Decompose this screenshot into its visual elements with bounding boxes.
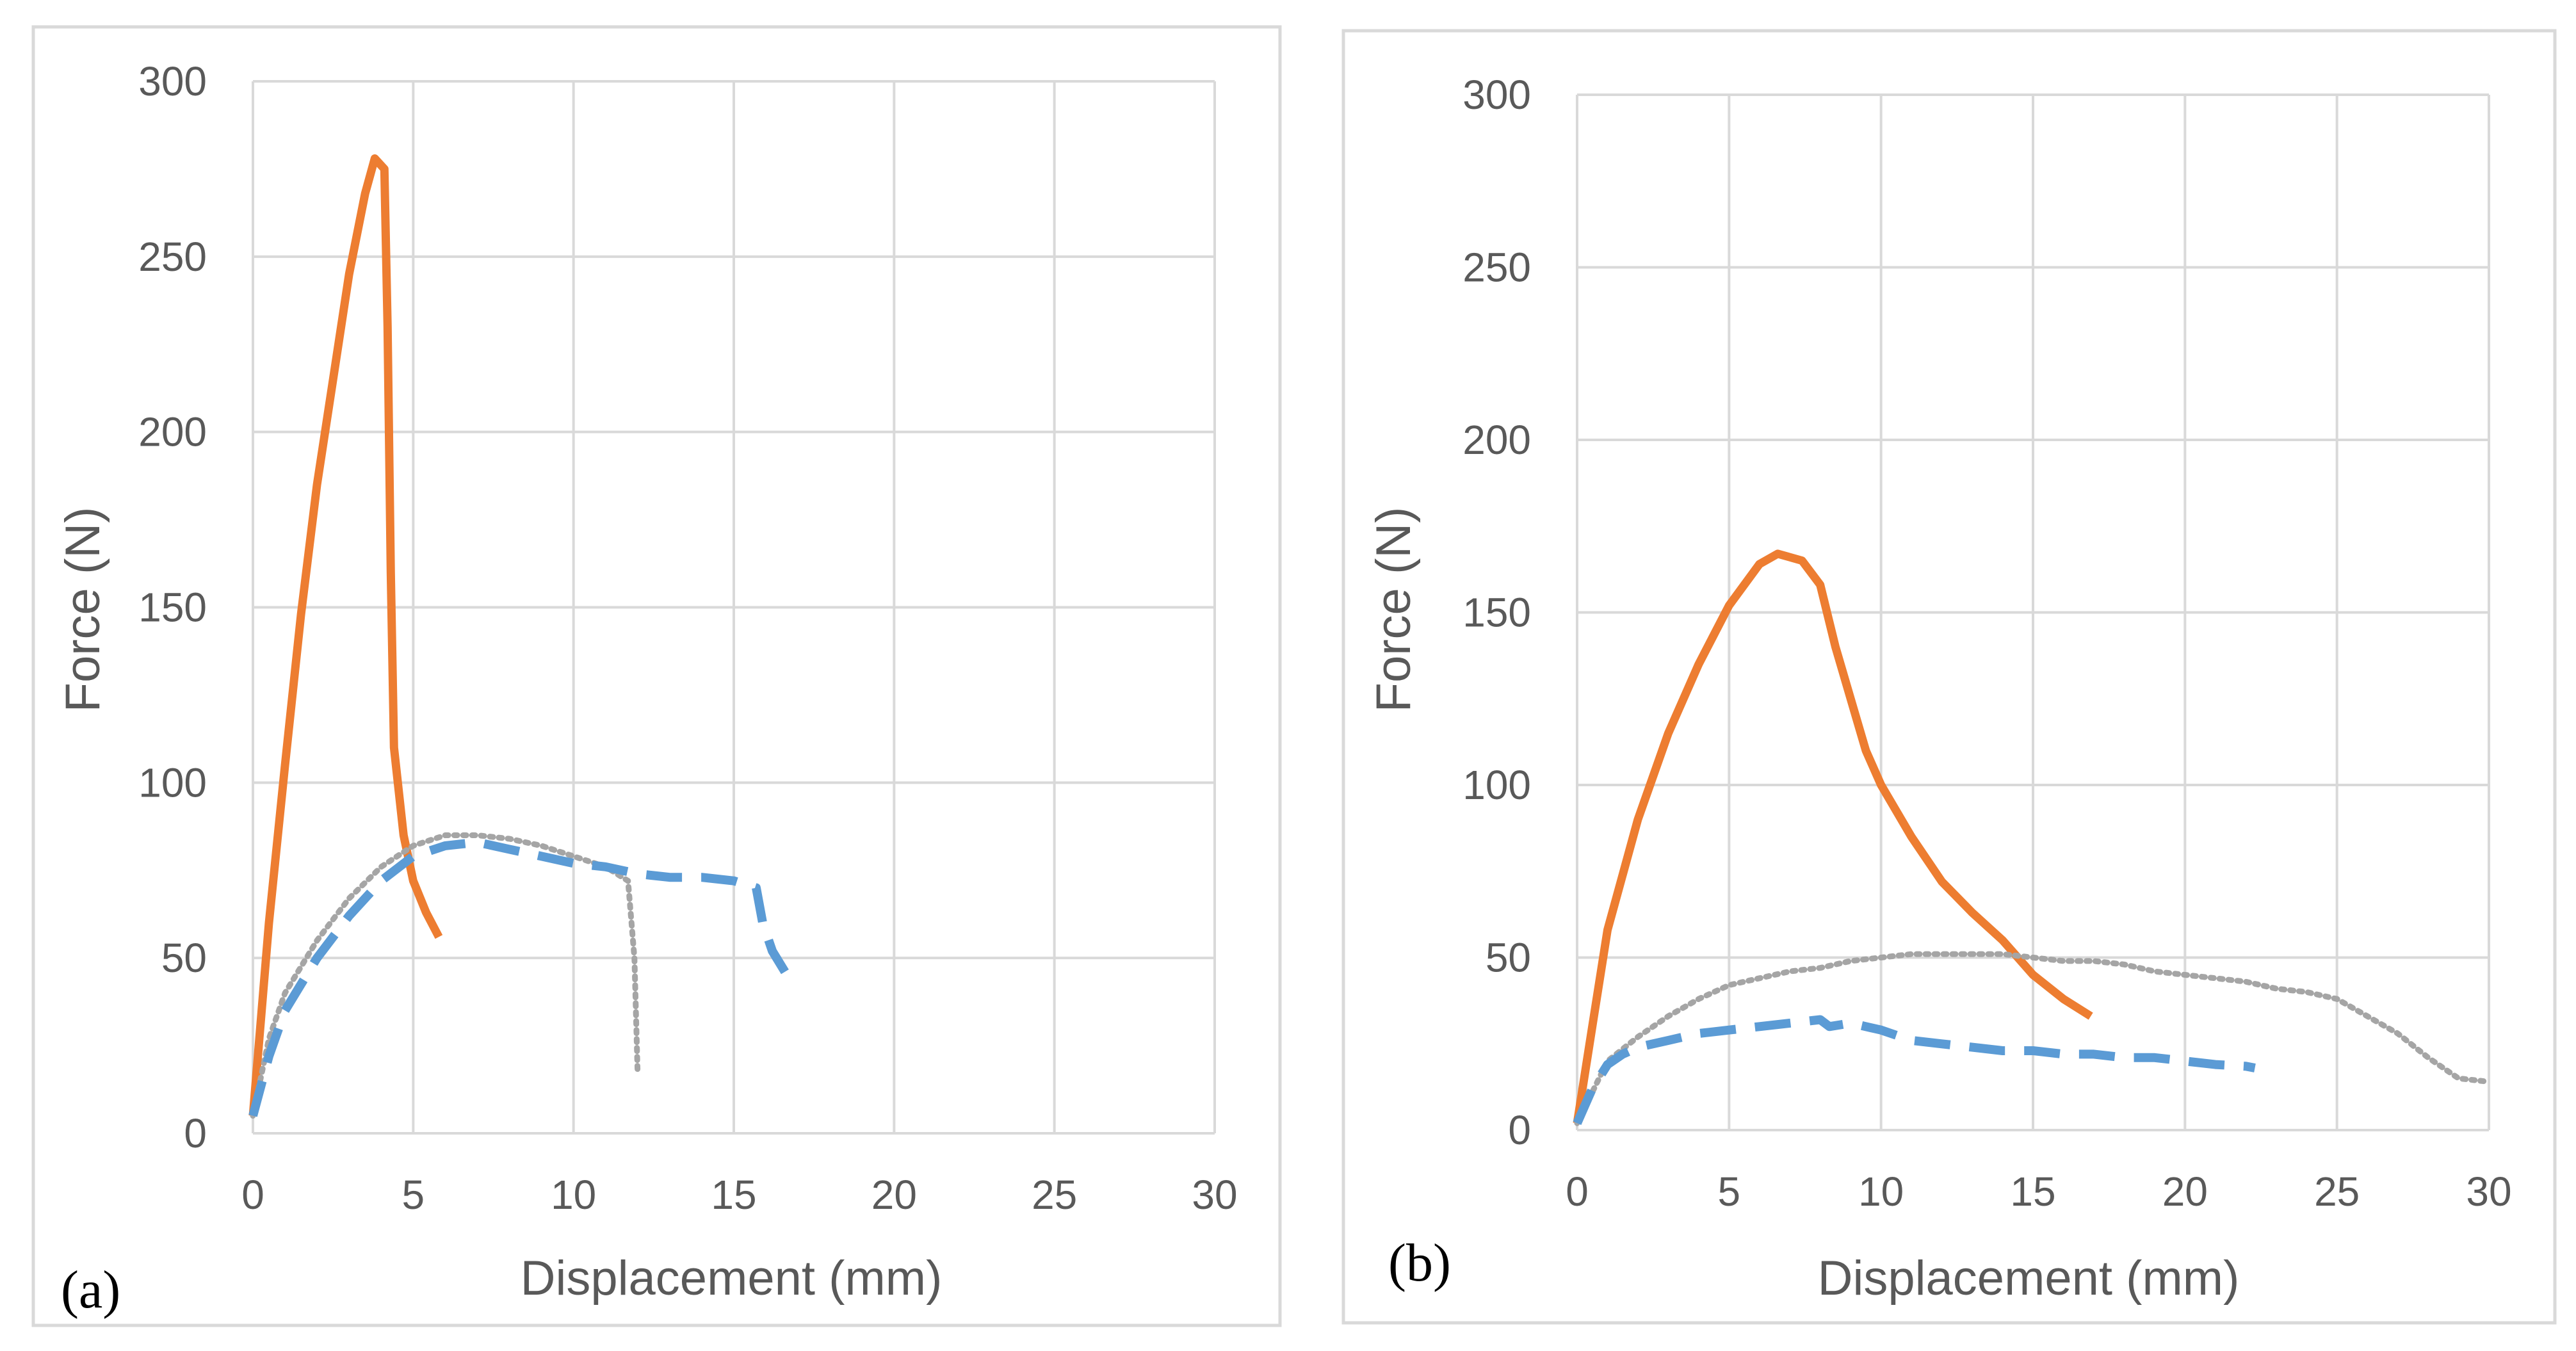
x-tick-label-a-0: 0 bbox=[241, 1172, 264, 1218]
y-tick-label-b-0: 0 bbox=[1508, 1107, 1531, 1153]
panel-a-border bbox=[31, 25, 1282, 1327]
y-tick-label-a-2: 100 bbox=[138, 759, 207, 805]
y-tick-label-b-5: 250 bbox=[1462, 245, 1531, 291]
x-tick-label-b-1: 5 bbox=[1718, 1169, 1741, 1215]
y-tick-label-b-1: 50 bbox=[1486, 935, 1531, 981]
series-line-b-c-rt bbox=[1573, 1015, 2256, 1126]
y-tick-label-a-1: 50 bbox=[161, 935, 207, 981]
x-tick-label-a-1: 5 bbox=[402, 1172, 425, 1218]
panel-b-border bbox=[1341, 29, 2557, 1325]
x-tick-label-b-4: 20 bbox=[2162, 1169, 2208, 1215]
series-line-b-a-rt bbox=[1573, 549, 2093, 1124]
series-line-b-b-rt bbox=[1574, 951, 2492, 1126]
x-axis-title-a: Displacement (mm) bbox=[521, 1251, 943, 1306]
x-tick-label-a-5: 25 bbox=[1032, 1172, 1077, 1218]
y-tick-label-b-2: 100 bbox=[1462, 762, 1531, 808]
x-tick-label-b-5: 25 bbox=[2314, 1169, 2360, 1215]
x-tick-label-a-6: 30 bbox=[1192, 1172, 1237, 1218]
y-tick-label-a-6: 300 bbox=[138, 58, 207, 104]
y-tick-label-a-4: 200 bbox=[138, 409, 207, 455]
y-axis-title-b: Force (N) bbox=[1366, 507, 1421, 713]
y-tick-label-a-0: 0 bbox=[184, 1110, 207, 1156]
x-axis-title-b: Displacement (mm) bbox=[1818, 1251, 2240, 1306]
x-tick-label-b-0: 0 bbox=[1566, 1169, 1589, 1215]
x-tick-label-a-4: 20 bbox=[871, 1172, 917, 1218]
y-tick-label-a-5: 250 bbox=[138, 234, 207, 280]
panel-label-a: (a) bbox=[61, 1260, 120, 1320]
x-tick-label-b-3: 15 bbox=[2010, 1169, 2055, 1215]
panel-label-b: (b) bbox=[1388, 1233, 1451, 1293]
x-tick-label-a-3: 15 bbox=[711, 1172, 756, 1218]
y-tick-label-a-3: 150 bbox=[138, 585, 207, 631]
x-tick-label-a-2: 10 bbox=[551, 1172, 596, 1218]
y-tick-label-b-4: 200 bbox=[1462, 417, 1531, 463]
y-tick-label-b-6: 300 bbox=[1462, 72, 1531, 118]
x-tick-label-b-6: 30 bbox=[2466, 1169, 2511, 1215]
y-axis-title-a: Force (N) bbox=[56, 507, 110, 713]
y-tick-label-b-3: 150 bbox=[1462, 590, 1531, 636]
series-line-a-c bbox=[248, 837, 790, 1117]
x-tick-label-b-2: 10 bbox=[1858, 1169, 1904, 1215]
